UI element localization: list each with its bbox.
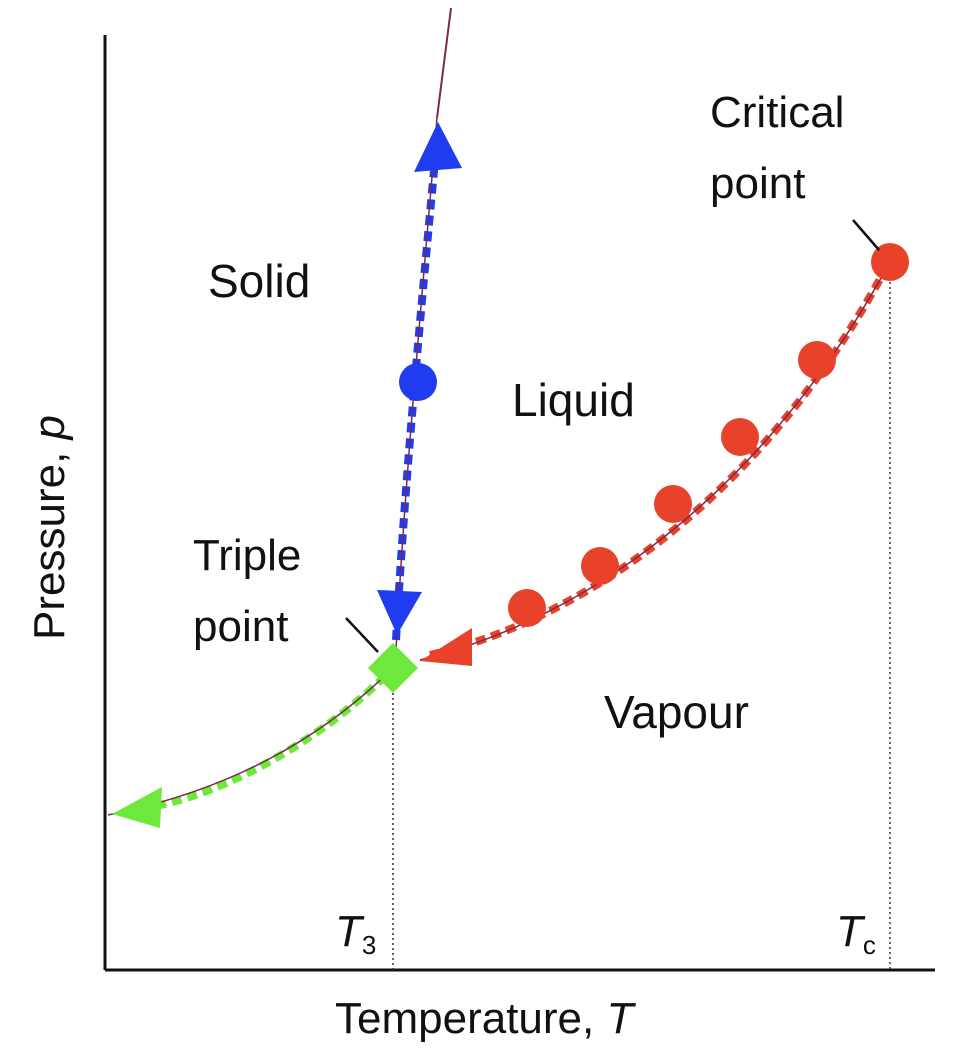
solid-liquid-boundary-upper xyxy=(436,7,452,119)
tc-tick-label: Tc xyxy=(836,907,876,960)
liquid-vapour-arrow xyxy=(420,628,472,666)
solid-vapour-boundary xyxy=(107,667,394,816)
x-axis-label: Temperature, T xyxy=(335,994,636,1043)
liquid-vapour-marker-4 xyxy=(721,418,759,456)
solid-vapour-arrow xyxy=(112,787,162,828)
critical-point-label-line2: point xyxy=(710,159,805,208)
critical-point-label-line1: Critical xyxy=(710,88,844,137)
pressure-decrease-arrow xyxy=(377,590,422,635)
liquid-vapour-marker-1 xyxy=(508,589,546,627)
liquid-vapour-marker-2 xyxy=(581,547,619,585)
solid-liquid-marker xyxy=(399,363,437,401)
liquid-vapour-marker-5 xyxy=(798,341,836,379)
y-axis-label: Pressure, p xyxy=(25,415,74,640)
critical-point-marker xyxy=(871,243,909,281)
solid-region-label: Solid xyxy=(208,255,310,307)
triple-point-label-line2: point xyxy=(193,602,288,651)
pressure-increase-arrow xyxy=(414,122,462,172)
critical-point-leader xyxy=(852,219,880,251)
vapour-region-label: Vapour xyxy=(604,686,749,738)
liquid-vapour-boundary xyxy=(419,261,891,661)
liquid-vapour-marker-3 xyxy=(654,485,692,523)
t3-tick-label: T3 xyxy=(335,907,376,960)
triple-point-marker xyxy=(368,643,418,693)
triple-point-leader xyxy=(345,617,379,653)
triple-point-label-line1: Triple xyxy=(193,531,301,580)
liquid-region-label: Liquid xyxy=(512,374,635,426)
